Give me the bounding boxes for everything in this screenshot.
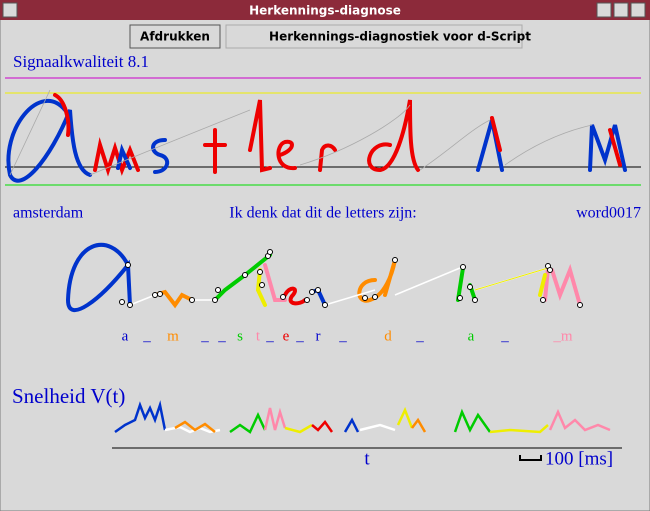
letter-label: a xyxy=(468,328,475,344)
segment-point xyxy=(472,297,478,303)
time-axis-label: t xyxy=(364,448,370,469)
segment-point xyxy=(460,264,466,270)
speed-trace xyxy=(114,400,611,434)
maximize-button[interactable] xyxy=(613,2,629,18)
letter-label: _ xyxy=(415,328,424,344)
prompt: Ik denk dat dit de letters zijn: xyxy=(229,205,417,222)
raw-handwriting xyxy=(6,93,627,183)
segment-point xyxy=(127,302,133,308)
print-button-label[interactable]: Afdrukken xyxy=(140,30,210,44)
letter-label: _ xyxy=(295,328,304,344)
segment-point xyxy=(280,294,286,300)
segment-point xyxy=(362,295,368,301)
segment-point xyxy=(372,294,378,300)
window-title: Herkennings-diagnose xyxy=(249,4,401,18)
signal-quality: Signaalkwaliteit 8.1 xyxy=(13,52,149,71)
letter-label: d xyxy=(384,328,392,344)
pen-up-trace xyxy=(9,89,593,176)
letter-label: _ xyxy=(217,328,226,344)
pen-up-trace xyxy=(474,267,549,291)
letter-label: _ xyxy=(142,328,151,344)
segment-point xyxy=(309,289,315,295)
title-bar xyxy=(0,0,650,20)
letter-label: e xyxy=(283,328,290,344)
segment-point xyxy=(577,302,583,308)
segment-point xyxy=(119,299,125,305)
segment-point xyxy=(392,257,398,263)
word: amsterdam xyxy=(13,205,84,222)
segment-point xyxy=(547,267,553,273)
letter-label: a xyxy=(122,328,129,344)
speed-label: Snelheid V(t) xyxy=(12,384,125,408)
minimize-button[interactable] xyxy=(596,2,612,18)
letter-label: _ xyxy=(500,328,509,344)
letter-row: a _ m _ _ s t _ e _ r _ d _ a _ _m xyxy=(122,328,573,344)
letter-label: r xyxy=(316,328,321,344)
segment-point xyxy=(457,295,463,301)
letter-label: _m xyxy=(552,328,573,344)
close-button[interactable] xyxy=(630,2,646,18)
segment-point xyxy=(259,282,265,288)
segment-point xyxy=(467,284,473,290)
word-id: word0017 xyxy=(576,205,641,222)
scale-label: 100 [ms] xyxy=(545,448,613,469)
pen-up-trace xyxy=(129,267,549,306)
segment-point xyxy=(540,297,546,303)
letter-label: _ xyxy=(200,328,209,344)
letter-label: t xyxy=(256,328,261,344)
segment-point xyxy=(242,272,248,278)
scale-bar xyxy=(519,455,542,461)
print-button[interactable] xyxy=(129,24,221,49)
caption: Herkennings-diagnostiek voor d-Script xyxy=(269,30,531,44)
caption-box xyxy=(225,24,523,49)
segment-point xyxy=(157,291,163,297)
letter-label: m xyxy=(167,328,179,344)
segment-point xyxy=(125,262,131,268)
segment-point xyxy=(212,297,218,303)
letter-label: s xyxy=(237,328,243,344)
segment-points xyxy=(119,249,583,308)
segment-point xyxy=(189,297,195,303)
segment-point xyxy=(315,287,321,293)
segment-point xyxy=(152,292,158,298)
window-menu-button[interactable] xyxy=(2,2,18,18)
letter-label: _ xyxy=(265,328,274,344)
letter-label: _ xyxy=(338,328,347,344)
segment-point xyxy=(267,249,273,255)
segment-point xyxy=(215,287,221,293)
segment-point xyxy=(322,302,328,308)
segment-point xyxy=(257,269,263,275)
segment-point xyxy=(304,297,310,303)
